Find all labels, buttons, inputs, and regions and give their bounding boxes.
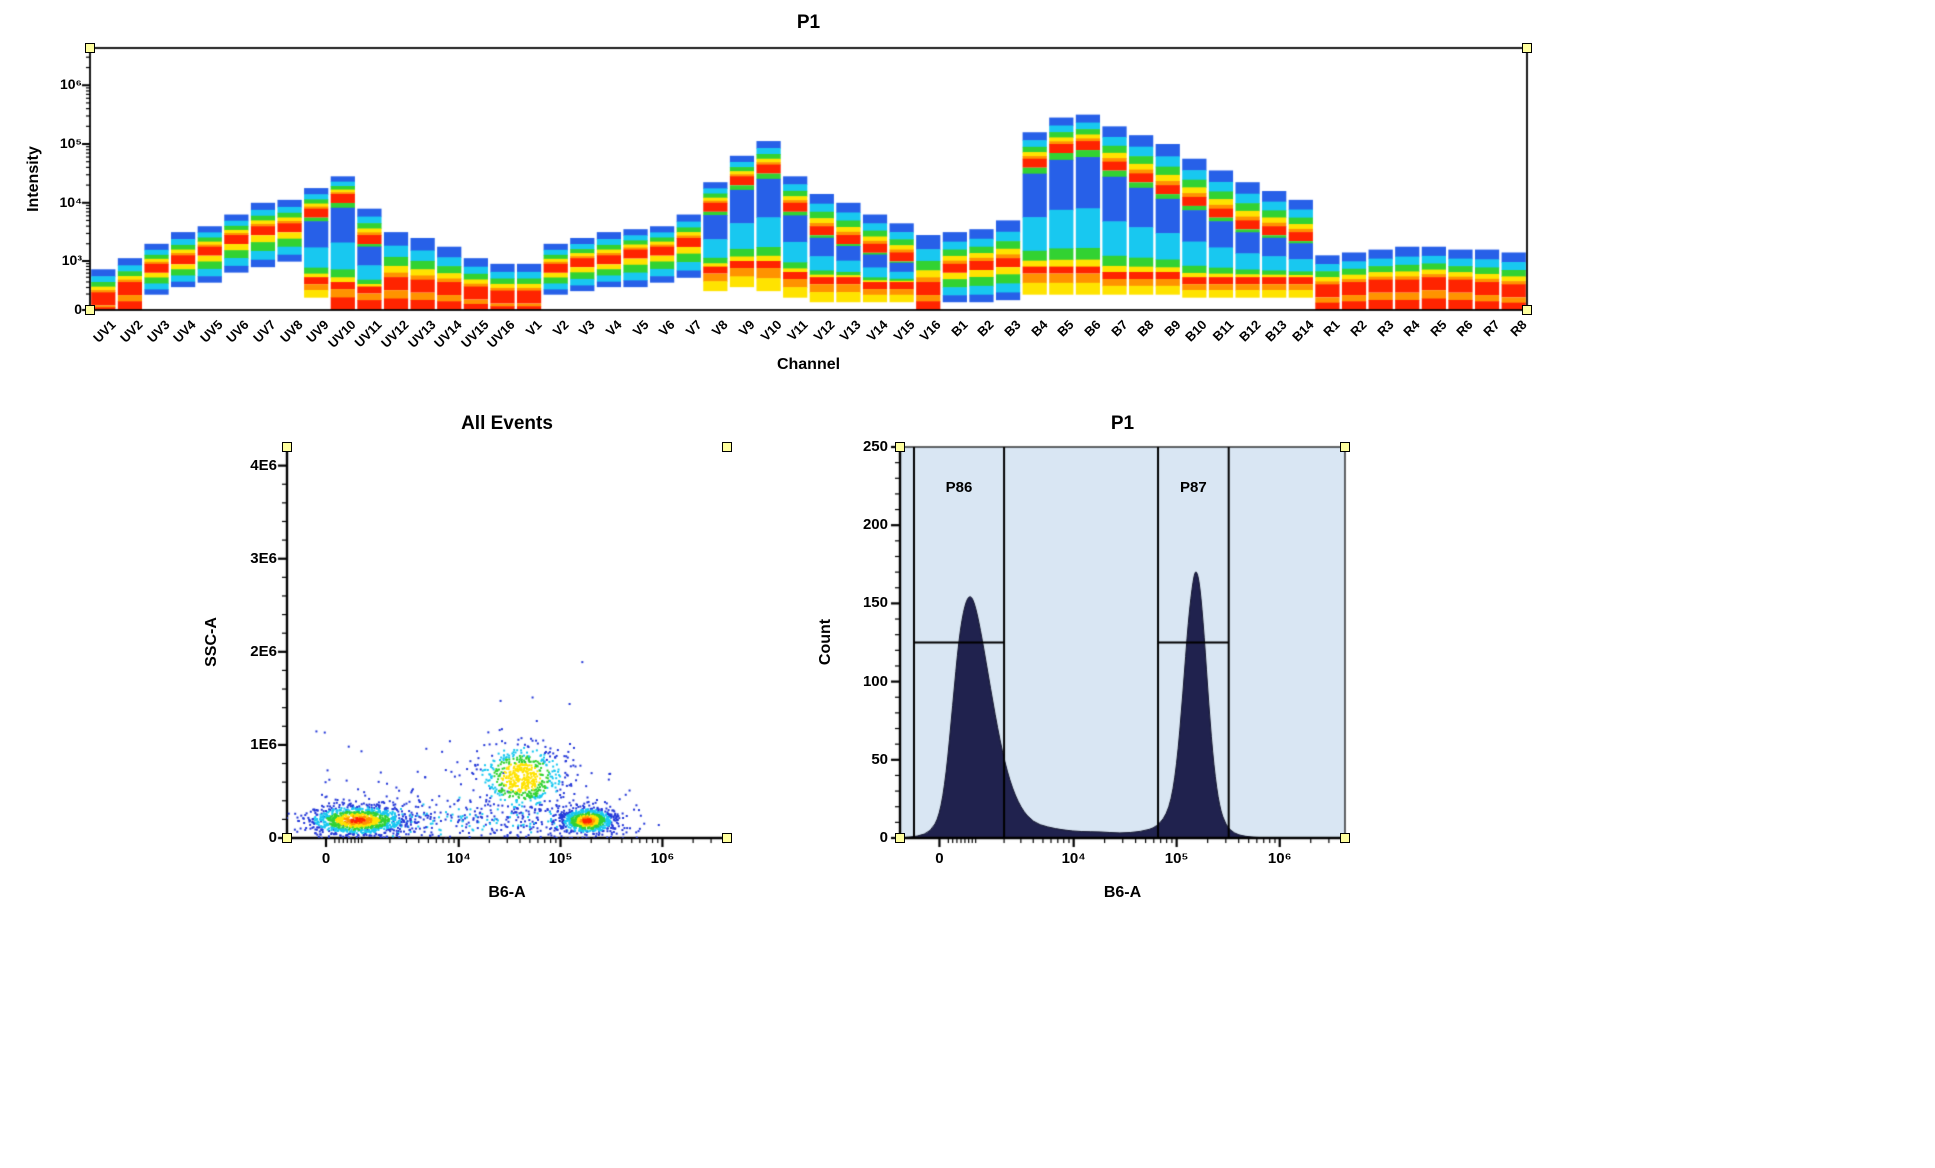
spectral-y-tick-label: 10⁴ [59, 193, 83, 210]
scatter-y-tick-label: 1E6 [250, 735, 277, 753]
scatter-plot-title: All Events [461, 413, 553, 434]
histogram-y-tick-label: 200 [862, 516, 888, 534]
scatter-y-tick-label: 3E6 [250, 549, 277, 567]
scatter-x-tick-label: 10⁶ [650, 850, 675, 867]
plot-corner-handle[interactable] [85, 305, 95, 315]
plot-corner-handle[interactable] [282, 442, 292, 452]
histogram-x-tick-label: 10⁵ [1164, 850, 1189, 867]
plot-corner-handle[interactable] [722, 442, 732, 452]
plot-corner-handle[interactable] [282, 833, 292, 843]
scatter-x-tick-label: 10⁴ [446, 850, 471, 867]
plot-corner-handle[interactable] [722, 833, 732, 843]
histogram-y-tick-label: 50 [871, 750, 888, 768]
histogram-x-tick-label: 10⁴ [1061, 850, 1086, 867]
histogram-y-tick-label: 150 [862, 594, 888, 612]
plot-corner-handle[interactable] [895, 442, 905, 452]
plot-corner-handle[interactable] [1340, 833, 1350, 843]
spectral-y-tick-label: 10⁶ [59, 76, 82, 93]
histogram-y-axis-label: Count [817, 618, 834, 666]
plot-corner-handle[interactable] [1340, 442, 1350, 452]
histogram-plot-title: P1 [1110, 413, 1135, 434]
spectral-x-axis-label: Channel [776, 356, 841, 373]
histogram-x-axis-label: B6-A [1103, 884, 1142, 901]
plot-corner-handle[interactable] [85, 43, 95, 53]
scatter-y-tick-label: 4E6 [250, 456, 277, 474]
plot-corner-handle[interactable] [1522, 43, 1532, 53]
histogram-x-tick-label: 0 [935, 850, 944, 867]
spectral-plot-title: P1 [796, 12, 821, 33]
scatter-x-axis-label: B6-A [488, 884, 526, 901]
spectral-y-tick-label: 10³ [61, 252, 82, 268]
histogram-y-tick-label: 0 [879, 829, 888, 846]
histogram-y-tick-label: 250 [862, 438, 888, 455]
spectral-y-tick-label: 10⁵ [59, 135, 82, 151]
scatter-y-tick-label: 2E6 [250, 642, 277, 660]
histogram-y-tick-label: 100 [862, 672, 888, 690]
plot-corner-handle[interactable] [895, 833, 905, 843]
spectral-y-tick-label: 0 [74, 301, 82, 317]
gate-label[interactable]: P87 [1180, 479, 1207, 496]
histogram-x-tick-label: 10⁶ [1267, 850, 1292, 867]
gate-label[interactable]: P86 [945, 479, 973, 496]
scatter-x-tick-label: 10⁵ [548, 850, 573, 867]
scatter-x-tick-label: 0 [321, 850, 331, 867]
scatter-y-tick-label: 0 [268, 829, 277, 846]
plot-corner-handle[interactable] [1522, 305, 1532, 315]
